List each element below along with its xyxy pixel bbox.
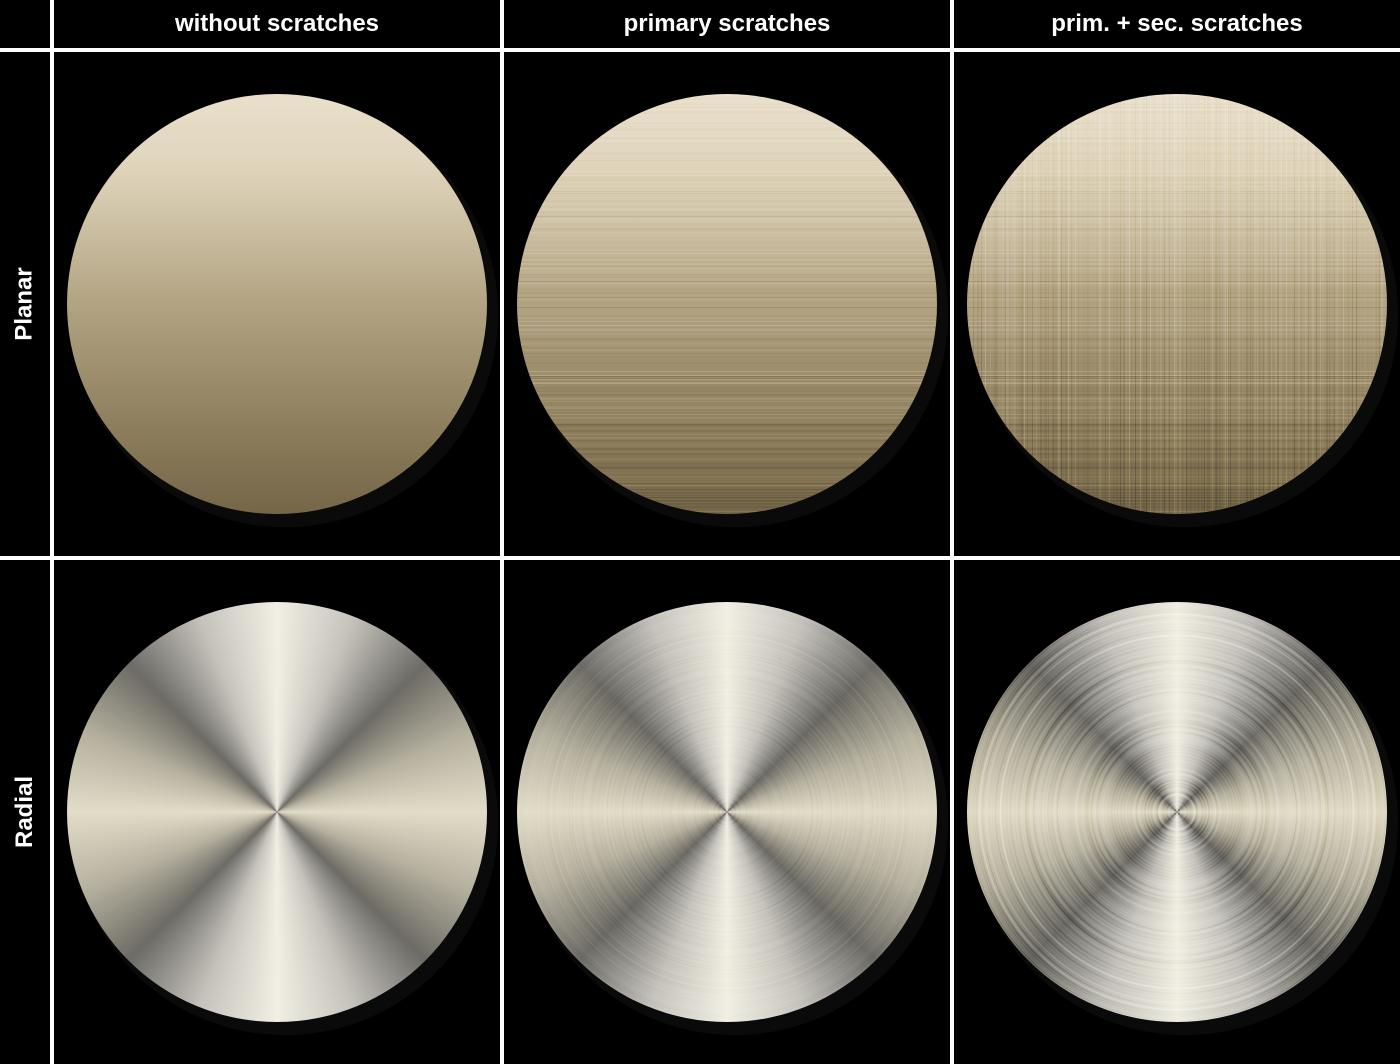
row-header-label: Radial [11, 776, 39, 848]
disc-radial-primary [517, 602, 937, 1022]
disc-radial-both [967, 602, 1387, 1022]
cell-radial-both [954, 560, 1400, 1064]
col-header-none: without scratches [54, 0, 500, 48]
disc-radial-none [67, 602, 487, 1022]
scratches-secondary [967, 602, 1387, 1022]
corner-cell [0, 0, 50, 48]
cell-radial-primary [504, 560, 950, 1064]
disc-surface [517, 602, 937, 1022]
comparison-grid: without scratches primary scratches prim… [0, 0, 1400, 1064]
row-header-radial: Radial [0, 560, 50, 1064]
disc-surface [67, 94, 487, 514]
disc-base-gradient [67, 94, 487, 514]
row-header-label: Planar [11, 267, 39, 340]
disc-surface [967, 94, 1387, 514]
cell-planar-none [54, 52, 500, 556]
scratches-primary [517, 94, 937, 514]
disc-planar-both [967, 94, 1387, 514]
disc-surface [517, 94, 937, 514]
disc-base-gradient [67, 602, 487, 1022]
cell-planar-both [954, 52, 1400, 556]
row-header-planar: Planar [0, 52, 50, 556]
scratches-primary [517, 602, 937, 1022]
cell-radial-none [54, 560, 500, 1064]
col-header-label: without scratches [175, 10, 379, 38]
col-header-primary: primary scratches [504, 0, 950, 48]
col-header-both: prim. + sec. scratches [954, 0, 1400, 48]
scratches-secondary [967, 94, 1387, 514]
col-header-label: prim. + sec. scratches [1051, 10, 1302, 38]
col-header-label: primary scratches [624, 10, 831, 38]
cell-planar-primary [504, 52, 950, 556]
disc-surface [67, 602, 487, 1022]
disc-surface [967, 602, 1387, 1022]
disc-planar-primary [517, 94, 937, 514]
disc-planar-none [67, 94, 487, 514]
